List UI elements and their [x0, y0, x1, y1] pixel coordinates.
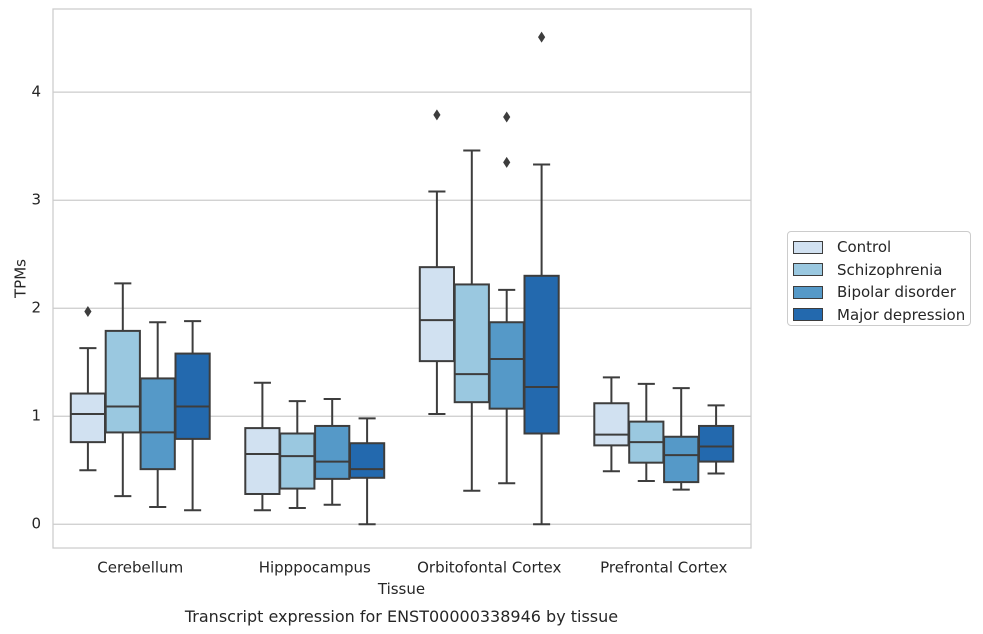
box-iqr	[488, 321, 525, 410]
box-control	[69, 305, 107, 472]
x-tick-label: Hipppocampus	[259, 559, 371, 577]
x-tick-label: Prefrontal Cortex	[600, 559, 727, 577]
box-iqr	[418, 266, 456, 363]
box-iqr	[104, 329, 141, 434]
box-iqr	[279, 432, 316, 490]
box-iqr	[348, 442, 386, 479]
box-bipolar-disorder	[488, 111, 525, 485]
legend: Control Schizophrenia Bipolar disorder M…	[787, 231, 971, 326]
legend-item-major-depression: Major depression	[793, 304, 970, 327]
x-tick-labels: Cerebellum Hipppocampus Orbitofontal Corte…	[97, 559, 727, 577]
legend-label-control: Control	[837, 238, 892, 257]
box-bipolar-disorder	[663, 387, 700, 491]
box-groups	[69, 31, 735, 526]
legend-swatch-major-depression	[793, 308, 823, 322]
y-tick-label: 1	[31, 407, 41, 425]
box-iqr	[697, 424, 735, 463]
box-control	[418, 109, 456, 416]
box-iqr	[523, 274, 560, 435]
box-schizophrenia	[104, 282, 141, 498]
box-schizophrenia	[279, 400, 316, 510]
box-bipolar-disorder	[139, 321, 176, 508]
box-iqr	[174, 352, 211, 440]
box-iqr	[244, 427, 281, 495]
outlier-point	[84, 305, 92, 317]
outlier-point	[503, 111, 511, 123]
box-major-depression	[697, 404, 735, 475]
legend-item-schizophrenia: Schizophrenia	[793, 259, 970, 282]
box-iqr	[139, 377, 176, 471]
box-major-depression	[174, 320, 211, 512]
box-iqr	[593, 402, 630, 447]
legend-item-bipolar-disorder: Bipolar disorder	[793, 281, 970, 304]
legend-label-schizophrenia: Schizophrenia	[837, 260, 943, 279]
x-tick-label: Orbitofontal Cortex	[417, 559, 561, 577]
legend-item-control: Control	[793, 236, 970, 259]
box-iqr	[314, 424, 351, 480]
box-iqr	[663, 435, 700, 484]
y-tick-labels: 0 1 2 3 4	[31, 83, 41, 533]
legend-label-bipolar-disorder: Bipolar disorder	[837, 283, 956, 302]
legend-swatch-control	[793, 240, 823, 254]
y-tick-label: 3	[31, 191, 41, 209]
box-major-depression	[523, 31, 560, 526]
box-schizophrenia	[453, 149, 490, 492]
box-schizophrenia	[628, 382, 665, 483]
outlier-point	[538, 31, 546, 43]
x-axis-label: Tissue	[377, 580, 426, 598]
y-tick-label: 2	[31, 299, 41, 317]
box-bipolar-disorder	[314, 397, 351, 506]
y-axis-label: TPMs	[12, 259, 30, 299]
outlier-point	[503, 156, 511, 168]
box-major-depression	[348, 417, 386, 526]
box-control	[593, 376, 630, 473]
outlier-point	[433, 109, 441, 121]
box-control	[244, 381, 281, 512]
legend-swatch-bipolar-disorder	[793, 285, 823, 299]
box-iqr	[453, 283, 490, 404]
y-tick-label: 0	[31, 515, 41, 533]
figure-caption: Transcript expression for ENST0000033894…	[184, 607, 619, 626]
x-tick-label: Cerebellum	[97, 559, 183, 577]
legend-label-major-depression: Major depression	[837, 305, 966, 324]
box-iqr	[69, 392, 107, 444]
y-tick-label: 4	[31, 83, 41, 101]
legend-swatch-schizophrenia	[793, 263, 823, 277]
